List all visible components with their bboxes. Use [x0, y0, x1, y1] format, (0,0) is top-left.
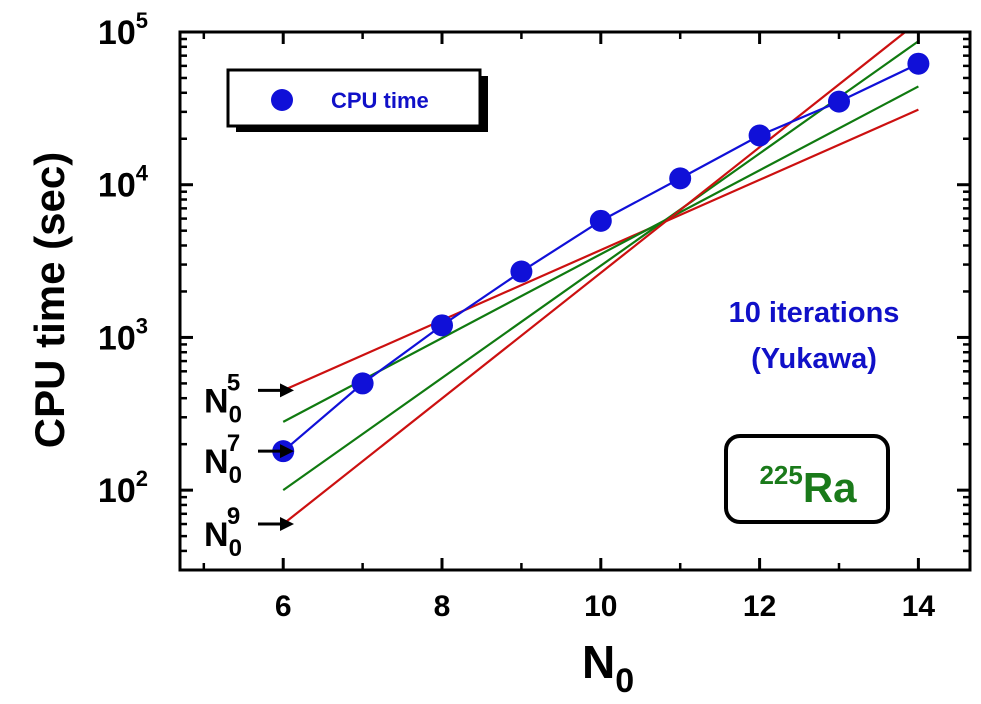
power-label-text: N05	[204, 369, 242, 428]
power-label-text: N07	[204, 430, 242, 489]
data-point	[510, 260, 533, 283]
iterations-annotation-line1: 10 iterations	[729, 297, 900, 329]
power-label-n7: N07	[204, 430, 294, 489]
power-label-arrow-head	[280, 444, 294, 459]
y-tick-label: 105	[98, 8, 148, 52]
legend-label: CPU time	[331, 88, 429, 113]
svg-text:N0: N0	[582, 636, 634, 700]
data-point	[431, 314, 454, 337]
nucleus-mass: 225	[759, 460, 802, 490]
reference-line-n7	[282, 40, 920, 492]
x-tick-label: 6	[275, 590, 292, 623]
x-tick-label: 8	[434, 590, 451, 623]
reference-line-n5	[282, 108, 919, 392]
data-point	[907, 52, 930, 75]
iterations-annotation-line2: (Yukawa)	[751, 343, 877, 375]
nucleus-box	[724, 434, 890, 524]
nucleus-symbol: Ra	[803, 464, 857, 511]
reference-lines	[282, 32, 920, 525]
x-tick-label: 12	[743, 590, 776, 623]
y-tick-label: 103	[98, 313, 148, 357]
nucleus-label: 225Ra	[724, 434, 890, 524]
y-tick-label: 102	[98, 466, 148, 510]
legend-box	[226, 68, 482, 128]
data-point	[351, 372, 374, 395]
data-point	[669, 167, 692, 190]
data-point	[589, 209, 612, 232]
x-tick-label: 10	[584, 590, 617, 623]
plot-frame	[178, 30, 972, 572]
x-axis-label-base: N	[582, 636, 615, 688]
power-label-arrow-head	[280, 517, 294, 532]
svg-text:225Ra: 225Ra	[759, 460, 857, 511]
x-axis-label-sub: 0	[615, 662, 634, 700]
data-point	[827, 90, 850, 113]
power-label-text: N09	[204, 503, 242, 562]
x-axis-label: N0	[582, 636, 634, 700]
legend-marker	[271, 89, 293, 111]
x-tick-label: 14	[902, 590, 936, 623]
y-axis-label: CPU time (sec)	[26, 152, 73, 448]
legend: CPU time	[226, 68, 488, 132]
power-label-n9: N09	[204, 503, 294, 562]
power-label-n5: N05	[204, 369, 294, 428]
reference-line-n6	[282, 85, 919, 423]
reference-line-n9	[282, 32, 908, 525]
power-label-arrow-head	[280, 383, 294, 398]
y-tick-label: 104	[98, 161, 149, 205]
data-point	[748, 124, 771, 147]
